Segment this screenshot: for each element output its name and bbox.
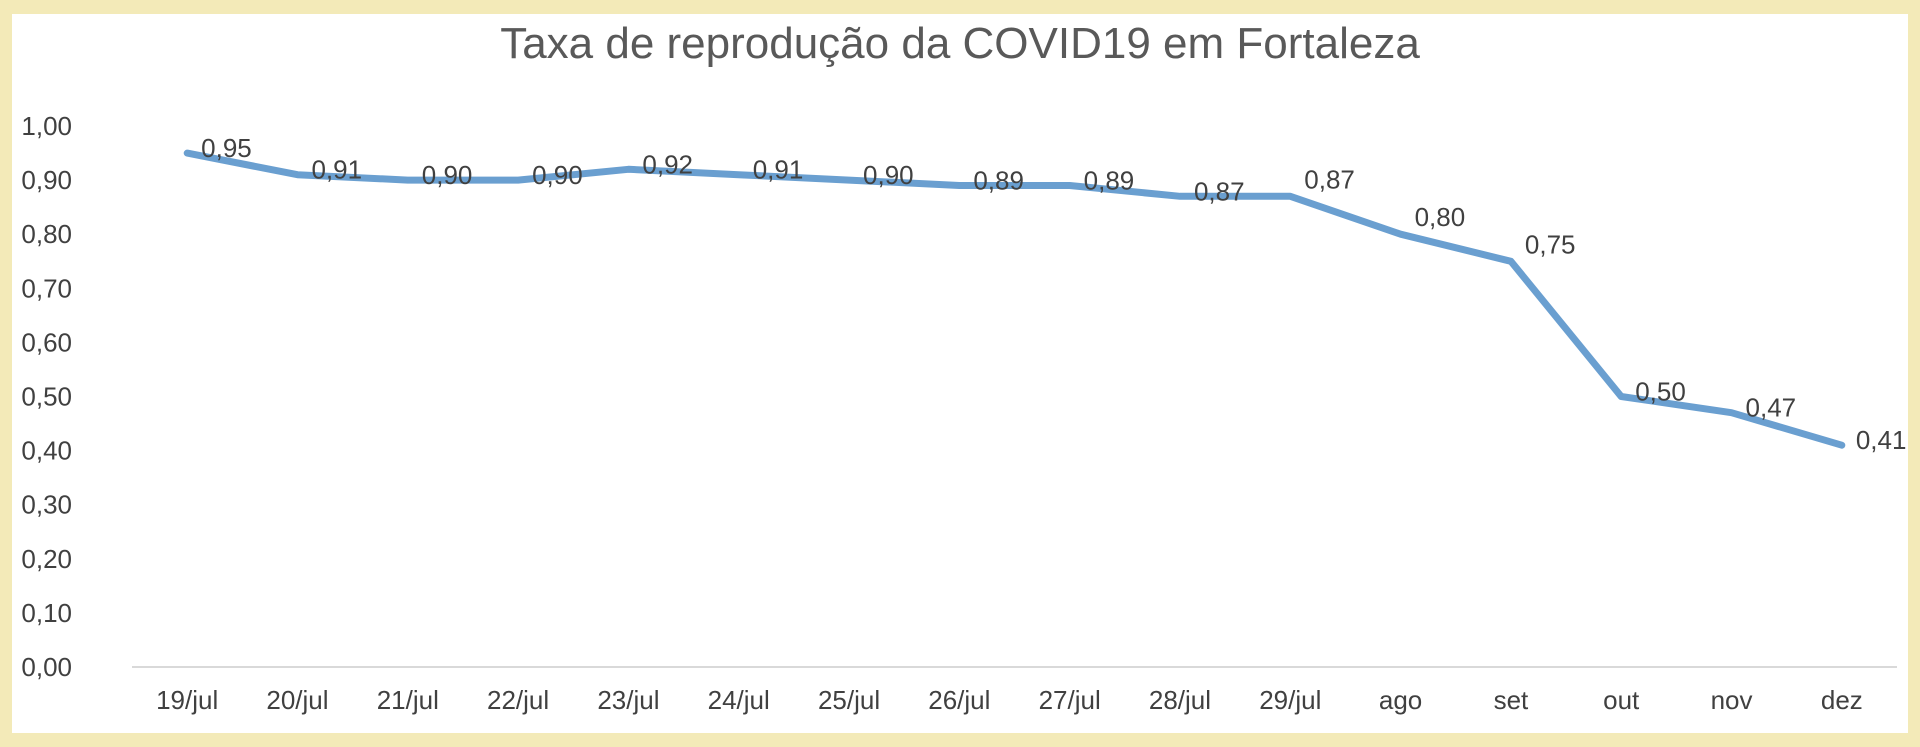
data-label: 0,75	[1525, 229, 1576, 259]
data-label: 0,89	[1084, 166, 1135, 196]
x-tick-label: 22/jul	[487, 685, 549, 715]
x-axis-ticks: 19/jul 20/jul 21/jul 22/jul 23/jul 24/jul 25/j…	[156, 685, 1863, 715]
x-tick-label: 28/jul	[1149, 685, 1211, 715]
x-tick-label: ago	[1379, 685, 1422, 715]
x-tick-label: out	[1603, 685, 1640, 715]
y-tick-label: 0,70	[21, 273, 72, 303]
line-chart: Taxa de reprodução da COVID19 em Fortale…	[21, 19, 1906, 715]
x-tick-label: 23/jul	[597, 685, 659, 715]
y-tick-label: 1,00	[21, 111, 72, 141]
x-tick-label: 29/jul	[1259, 685, 1321, 715]
x-tick-label: 24/jul	[708, 685, 770, 715]
y-tick-label: 0,20	[21, 544, 72, 574]
y-tick-label: 0,60	[21, 327, 72, 357]
data-label: 0,95	[201, 133, 252, 163]
data-label: 0,80	[1415, 202, 1466, 232]
data-label: 0,90	[422, 160, 473, 190]
data-label: 0,92	[642, 149, 693, 179]
y-tick-label: 0,50	[21, 382, 72, 412]
y-tick-label: 0,30	[21, 490, 72, 520]
x-tick-label: nov	[1711, 685, 1753, 715]
x-tick-label: 25/jul	[818, 685, 880, 715]
x-tick-label: 27/jul	[1039, 685, 1101, 715]
data-labels: 0,95 0,91 0,90 0,90 0,92 0,91 0,90 0,89 0,89 0,87…	[201, 133, 1906, 455]
data-label: 0,50	[1635, 377, 1686, 407]
y-axis-ticks: 0,00 0,10 0,20 0,30 0,40 0,50 0,60 0,70 0,80 0,90…	[21, 111, 72, 682]
y-tick-label: 0,90	[21, 165, 72, 195]
data-label: 0,47	[1746, 393, 1797, 423]
chart-frame: Taxa de reprodução da COVID19 em Fortale…	[12, 14, 1908, 733]
x-tick-label: dez	[1821, 685, 1863, 715]
y-tick-label: 0,80	[21, 219, 72, 249]
chart-title: Taxa de reprodução da COVID19 em Fortale…	[500, 19, 1420, 68]
y-tick-label: 0,40	[21, 436, 72, 466]
x-tick-label: 20/jul	[266, 685, 328, 715]
x-tick-label: set	[1494, 685, 1529, 715]
data-label: 0,91	[311, 155, 362, 185]
x-tick-label: 26/jul	[928, 685, 990, 715]
x-tick-label: 19/jul	[156, 685, 218, 715]
y-tick-label: 0,10	[21, 598, 72, 628]
data-label: 0,41	[1856, 425, 1907, 455]
x-tick-label: 21/jul	[377, 685, 439, 715]
data-label: 0,90	[863, 160, 914, 190]
data-label: 0,89	[973, 166, 1024, 196]
y-tick-label: 0,00	[21, 652, 72, 682]
data-label: 0,87	[1304, 164, 1355, 194]
data-label: 0,90	[532, 160, 583, 190]
series-line	[183, 149, 1846, 449]
data-label: 0,91	[753, 155, 804, 185]
data-label: 0,87	[1194, 176, 1245, 206]
